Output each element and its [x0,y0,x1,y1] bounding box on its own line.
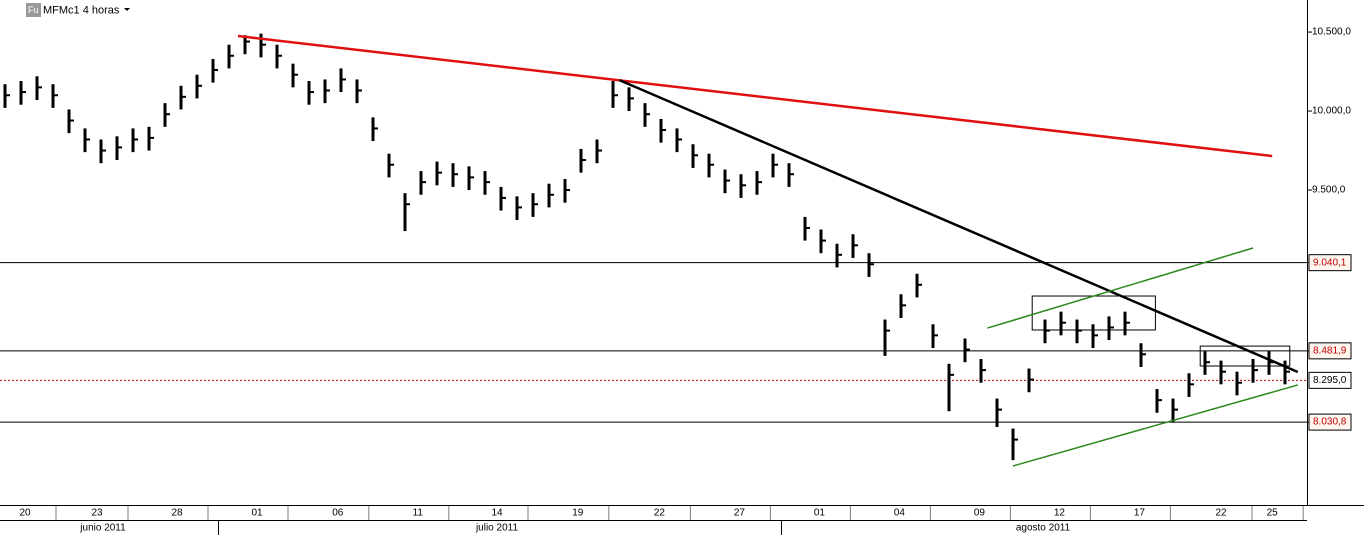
x-tick-label: 17 [1134,508,1146,519]
last-label: 8.295,0 [1313,375,1347,386]
chart-title[interactable]: MFMc1 4 horas [43,4,120,16]
x-tick-label: 28 [171,508,183,519]
last-label-bg [1308,371,1352,389]
trendline [618,78,1299,374]
level-label-bg [1308,342,1352,360]
level-label-bg [1308,254,1352,272]
trendline [987,247,1254,329]
level-label: 9.040,1 [1313,257,1347,268]
x-tick-label: 25 [1267,508,1279,519]
pattern-box [1199,345,1291,367]
x-tick-label: 20 [19,508,31,519]
x-tick-label: 01 [251,508,263,519]
dropdown-arrow[interactable] [124,8,130,11]
badge-bg [26,3,41,17]
x-tick-label: 27 [734,508,746,519]
month-label: junio 2011 [79,523,126,534]
trendline [1012,384,1299,467]
level-label: 8.481,9 [1313,345,1347,356]
x-tick-label: 12 [1054,508,1066,519]
y-tick-label: 9.500,0 [1312,185,1346,196]
level-label: 8.030,8 [1313,417,1347,428]
x-tick-label: 19 [572,508,584,519]
y-tick-label: 10.000,0 [1312,106,1351,117]
x-tick-label: 01 [814,508,826,519]
y-tick-label: 10.500,0 [1312,27,1351,38]
trendline [237,34,1273,158]
x-tick-label: 22 [1215,508,1227,519]
month-label: julio 2011 [475,523,519,534]
x-tick-label: 04 [894,508,906,519]
badge: Fu [28,5,39,15]
x-tick-label: 11 [413,508,424,519]
x-tick-label: 14 [491,508,503,519]
x-tick-label: 09 [974,508,986,519]
level-label-bg [1308,413,1352,431]
x-tick-label: 06 [332,508,344,519]
x-tick-label: 23 [91,508,103,519]
x-tick-label: 22 [654,508,666,519]
month-label: agosto 2011 [1016,523,1071,534]
